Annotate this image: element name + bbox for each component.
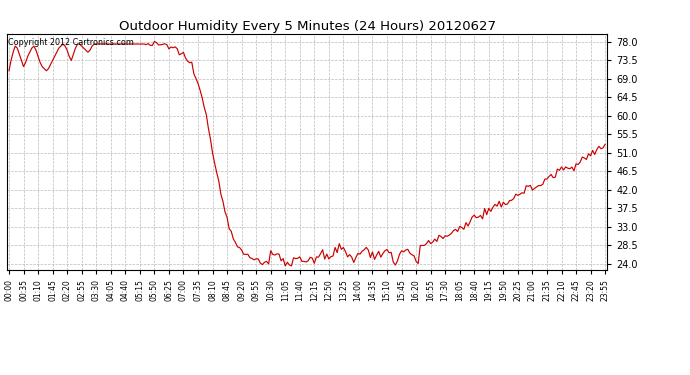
- Title: Outdoor Humidity Every 5 Minutes (24 Hours) 20120627: Outdoor Humidity Every 5 Minutes (24 Hou…: [119, 20, 495, 33]
- Text: Copyright 2012 Cartronics.com: Copyright 2012 Cartronics.com: [8, 39, 134, 48]
